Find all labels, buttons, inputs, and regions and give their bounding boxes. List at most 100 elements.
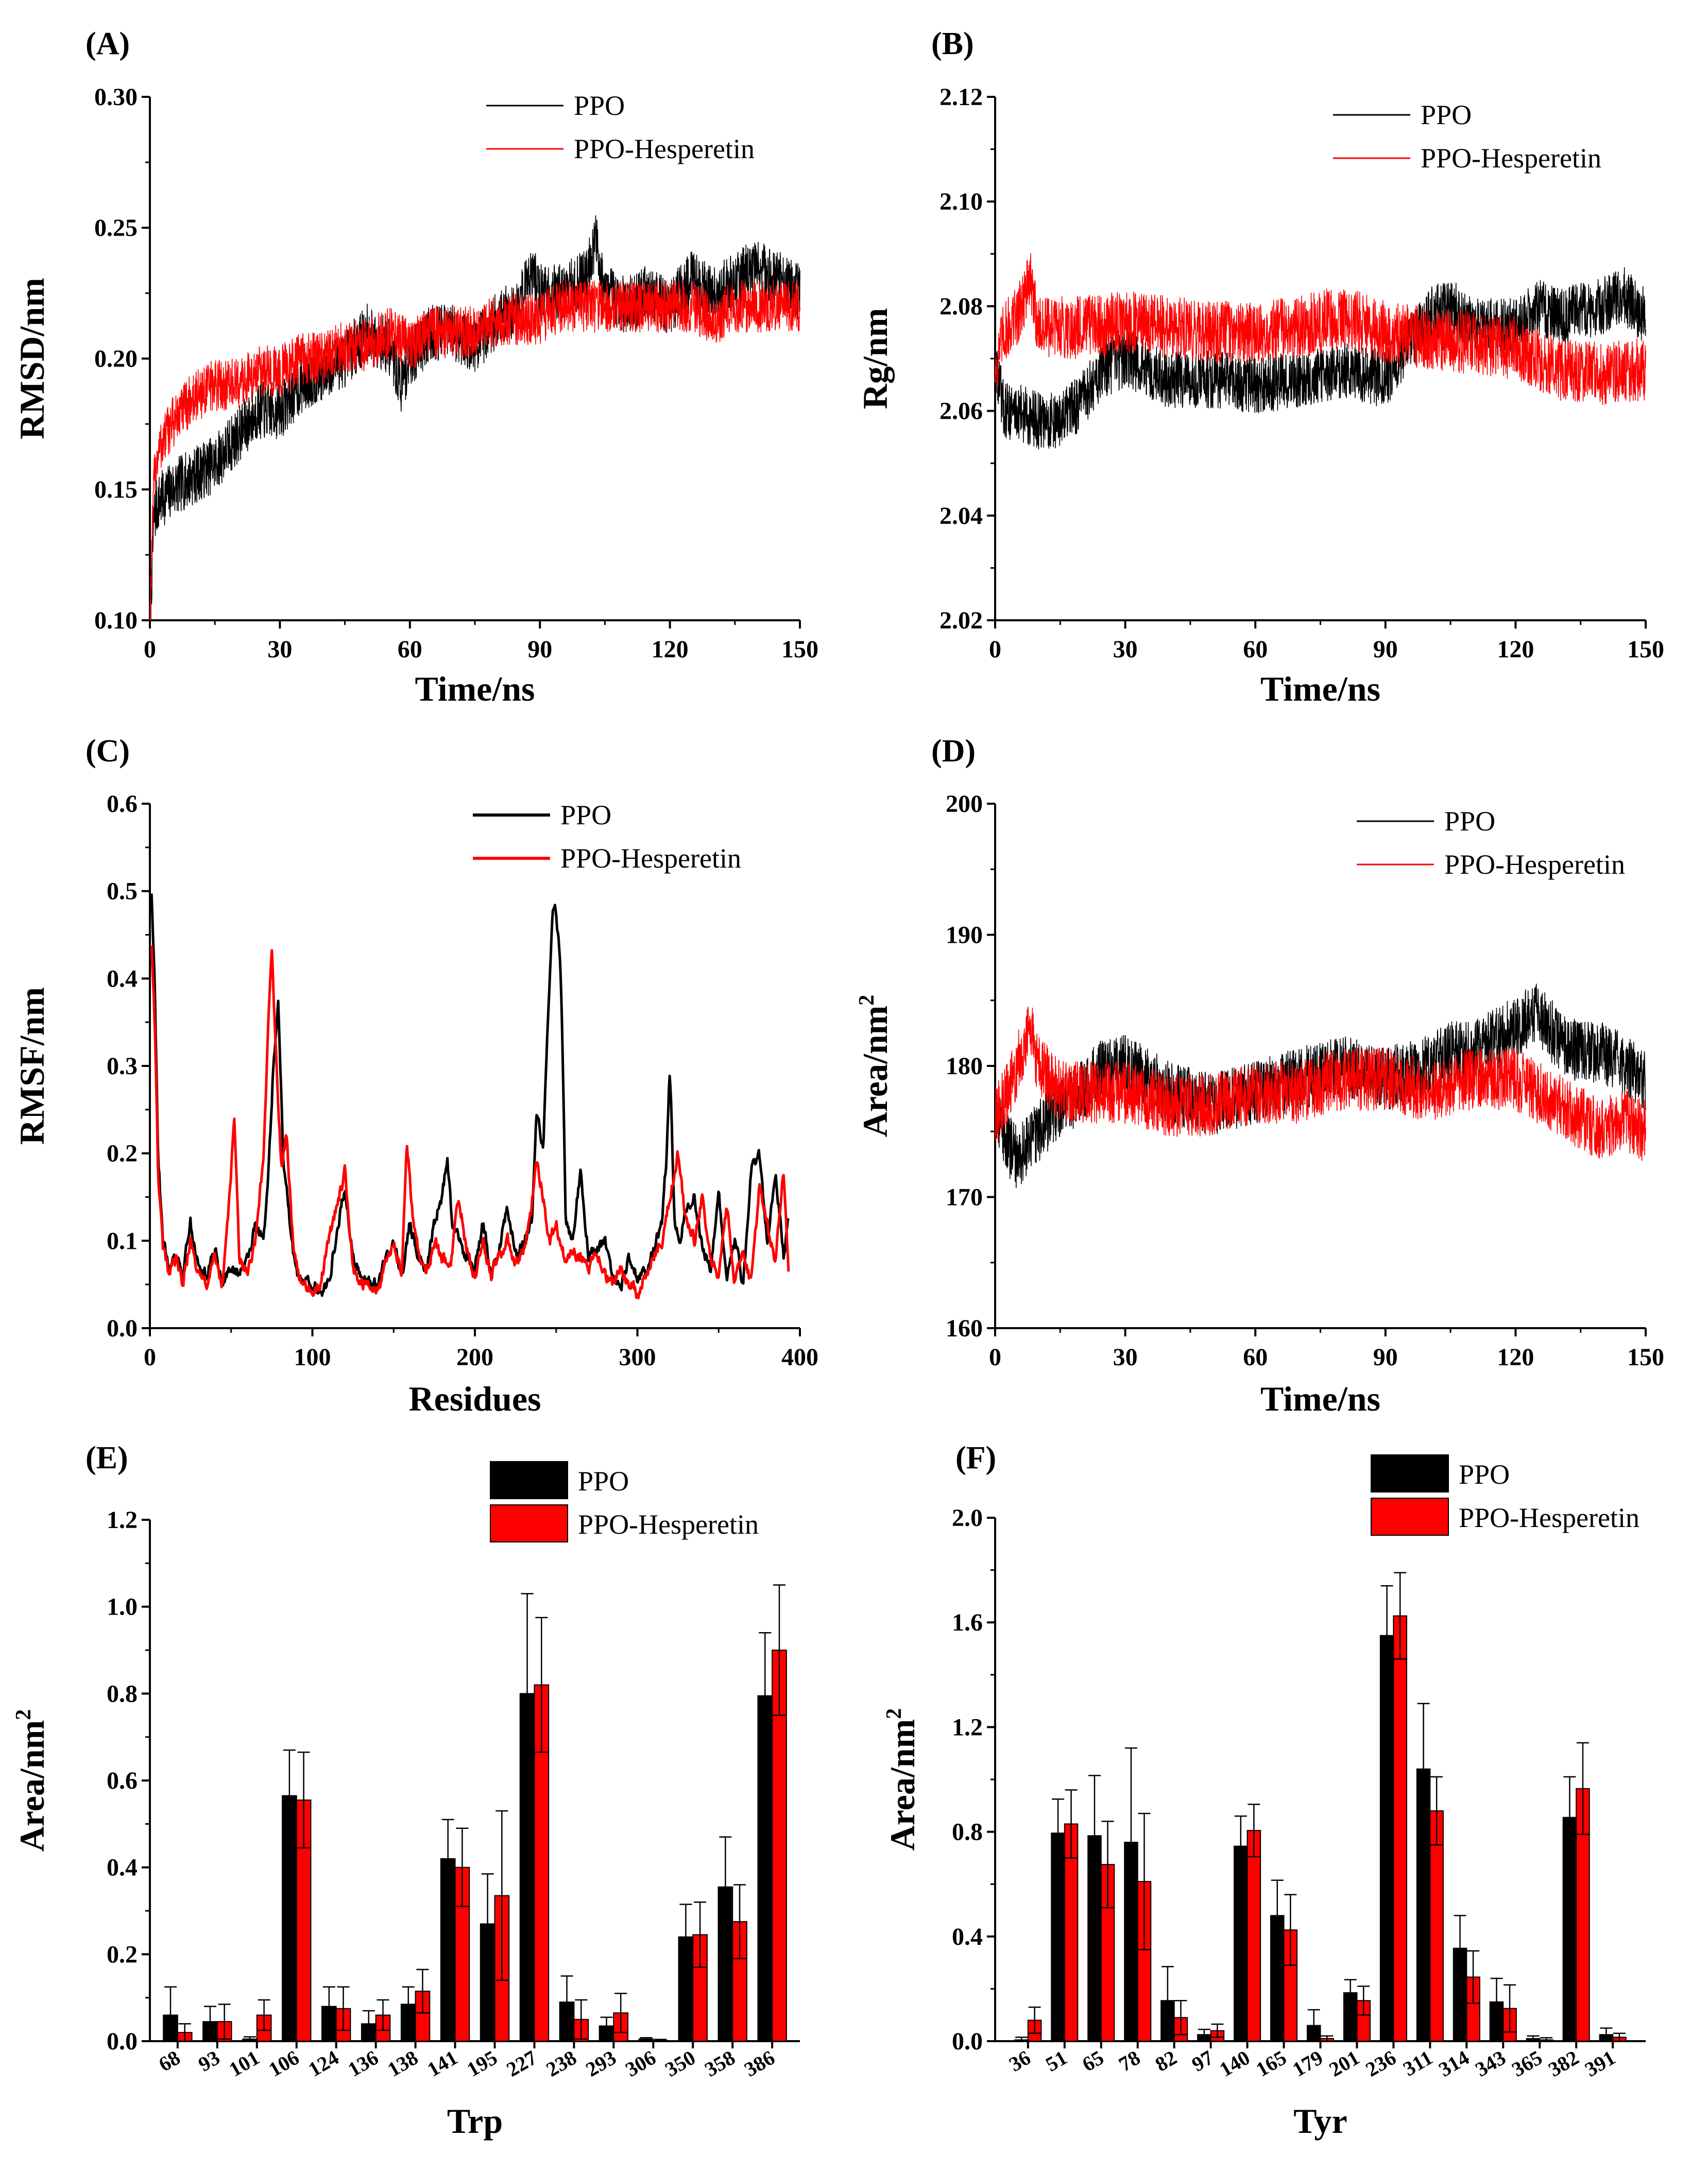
legend-label-ppo-hesperetin: PPO-Hesperetin	[560, 843, 741, 874]
x-tick-label: 238	[542, 2046, 580, 2081]
legend-label-ppo-hesperetin: PPO-Hesperetin	[1421, 143, 1601, 174]
y-tick-label: 2.0	[952, 1504, 983, 1532]
x-tick-label: 300	[619, 1344, 656, 1371]
y-axis-title-text: RMSD/nm	[12, 278, 52, 439]
x-tick-label: 236	[1361, 2046, 1399, 2081]
y-tick-label: 0.2	[107, 1941, 138, 1968]
y-tick-label: 2.12	[940, 83, 983, 111]
x-tick-label: 60	[1243, 636, 1268, 663]
x-axis-title: Tyr	[1293, 2101, 1347, 2141]
legend: PPO PPO-Hesperetin	[486, 90, 755, 164]
x-tick-label: 358	[701, 2046, 739, 2081]
y-axis-title: Rg/nm	[856, 308, 895, 409]
x-tick-label: 68	[155, 2046, 184, 2076]
y-tick-label: 0.15	[94, 476, 138, 503]
legend-swatch-ppo	[490, 1461, 568, 1499]
chart-panel-f: 0.00.40.81.21.62.036 51 65 78 82 971401651792…	[882, 1440, 1646, 2141]
y-axis-title-superscript: 2	[12, 1709, 36, 1720]
x-tick-label: 120	[1497, 636, 1534, 663]
y-tick-label: 0.20	[94, 345, 138, 372]
legend-label-ppo: PPO	[574, 90, 625, 121]
chart-panel-b: 2.02 2.04 2.06 2.08 2.10 2.12 0 30 60 90 120 150 (B)…	[856, 26, 1664, 708]
x-tick-label: 0	[989, 636, 1001, 663]
y-axis-title: RMSF/nm	[12, 987, 52, 1145]
panel-label: (D)	[931, 734, 976, 769]
y-tick-label: 2.02	[940, 607, 983, 634]
x-tick-label: 0	[144, 1344, 156, 1371]
x-tick-label: 101	[225, 2046, 263, 2081]
y-tick-label: 190	[946, 922, 983, 949]
panel-label: (F)	[955, 1440, 996, 1475]
x-tick-label: 36	[1005, 2046, 1034, 2076]
bar-ppo	[1234, 1845, 1248, 2042]
y-axis-title-text: RMSF/nm	[12, 987, 52, 1145]
x-tick-label: 30	[1113, 1344, 1138, 1371]
y-tick-label: 0.25	[94, 214, 138, 242]
legend-label-ppo: PPO	[1459, 1459, 1510, 1490]
chart-panel-c: 0.0 0.1 0.2 0.3 0.4 0.5 0.6 0 100 200 300 400 (C) Res…	[12, 734, 818, 1418]
y-tick-label: 1.2	[952, 1714, 983, 1741]
legend: PPO PPO-Hesperetin	[1357, 806, 1625, 880]
x-tick-label: 391	[1581, 2046, 1619, 2081]
x-tick-label: 314	[1434, 2046, 1473, 2081]
y-axis-title-superscript: 2	[855, 995, 879, 1006]
x-tick-label: 0	[144, 636, 156, 663]
chart-panel-d: 160 170 180 190 200 0 30 60 90 120 150 (D) Time/ns Ar…	[855, 734, 1664, 1418]
x-tick-label: 365	[1508, 2046, 1546, 2081]
y-tick-label: 2.06	[940, 398, 983, 425]
y-axis-title-text: Area/nm	[12, 1720, 52, 1852]
y-tick-label: 2.04	[940, 502, 983, 530]
x-tick-label: 90	[1373, 1344, 1398, 1371]
x-tick-label: 120	[1497, 1344, 1534, 1371]
x-tick-label: 30	[1113, 636, 1138, 663]
x-tick-label: 60	[398, 636, 422, 663]
y-axis-title: Area/nm2	[882, 1708, 922, 1851]
legend-swatch-ppo-hesperetin	[490, 1504, 568, 1542]
x-tick-label: 90	[1373, 636, 1398, 663]
legend-label-ppo: PPO	[578, 1466, 629, 1497]
x-tick-label: 140	[1216, 2046, 1254, 2081]
bar-ppo-hesperetin	[1429, 1810, 1444, 2042]
legend-swatch-ppo	[1371, 1454, 1449, 1492]
y-tick-label: 180	[946, 1053, 983, 1080]
panel-label: (C)	[86, 734, 130, 769]
y-axis-title-text: Area/nm	[856, 1006, 895, 1138]
x-tick-label: 165	[1252, 2046, 1290, 2081]
x-tick-label: 65	[1078, 2046, 1107, 2076]
x-tick-label: 60	[1243, 1344, 1268, 1371]
bar-ppo-hesperetin	[1393, 1615, 1407, 2042]
x-axis-title: Residues	[409, 1379, 541, 1418]
x-tick-label: 293	[582, 2046, 620, 2081]
x-axis-title: Trp	[447, 2101, 503, 2141]
legend-label-ppo-hesperetin: PPO-Hesperetin	[1444, 849, 1625, 880]
y-tick-label: 0.0	[107, 1315, 138, 1342]
x-tick-label: 201	[1325, 2046, 1363, 2081]
y-tick-label: 0.6	[107, 790, 138, 818]
x-tick-label: 138	[384, 2046, 422, 2081]
legend: PPO PPO-Hesperetin	[1333, 99, 1601, 174]
y-tick-label: 0.8	[107, 1680, 138, 1707]
y-tick-label: 1.2	[107, 1506, 138, 1534]
legend-label-ppo-hesperetin: PPO-Hesperetin	[578, 1509, 759, 1540]
y-tick-label: 1.0	[107, 1593, 138, 1621]
x-tick-label: 386	[740, 2046, 778, 2081]
y-tick-label: 170	[946, 1184, 983, 1211]
legend-label-ppo: PPO	[1444, 806, 1495, 837]
x-tick-label: 78	[1115, 2046, 1144, 2076]
series-line-ppo-hesperetin	[995, 253, 1646, 405]
chart-panel-e: 0.0 0.2 0.4 0.6 0.8 1.0 1.2 68 93 101 106 124 136 138…	[12, 1440, 800, 2141]
y-axis-title-text: Rg/nm	[856, 308, 895, 409]
legend-label-ppo: PPO	[1421, 99, 1472, 130]
y-axis-title-superscript: 2	[882, 1708, 906, 1719]
y-tick-label: 200	[946, 790, 983, 818]
x-tick-label: 82	[1151, 2046, 1181, 2076]
x-tick-label: 106	[265, 2046, 303, 2081]
x-tick-label: 195	[463, 2046, 501, 2081]
y-tick-label: 0.3	[107, 1053, 138, 1080]
y-tick-label: 0.4	[107, 965, 138, 992]
x-tick-label: 90	[527, 636, 552, 663]
legend: PPO PPO-Hesperetin	[490, 1461, 759, 1542]
panel-label: (E)	[86, 1440, 128, 1475]
y-tick-label: 0.4	[107, 1854, 138, 1881]
panel-label: (A)	[86, 26, 130, 61]
